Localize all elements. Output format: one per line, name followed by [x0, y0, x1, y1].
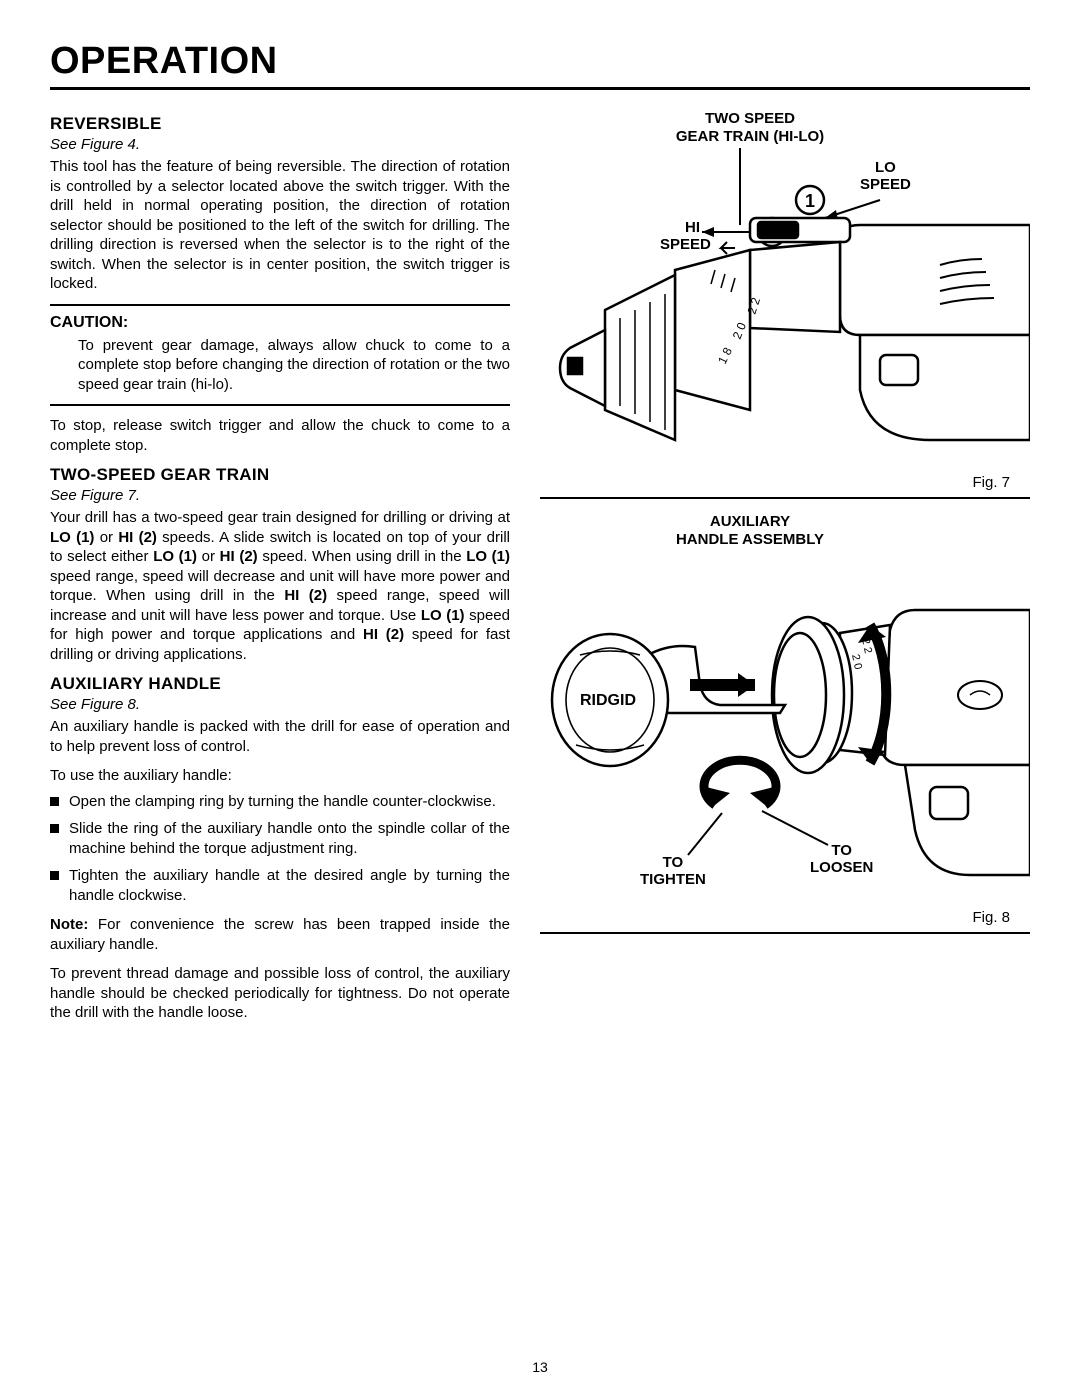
caution-body: To prevent gear damage, always allow chu… — [50, 336, 510, 395]
list-item-text: Tighten the auxiliary handle at the desi… — [69, 866, 510, 905]
fig8-brand: RIDGID — [580, 692, 636, 709]
fig7-num1: 1 — [805, 191, 815, 211]
page-number: 13 — [0, 1359, 1080, 1375]
see-figure-4: See Figure 4. — [50, 136, 510, 153]
fig8-title: AUXILIARY HANDLE ASSEMBLY — [640, 513, 860, 549]
content-columns: REVERSIBLE See Figure 4. This tool has t… — [50, 110, 1030, 1033]
aux-note: Note: For convenience the screw has been… — [50, 915, 510, 954]
list-item-text: Open the clamping ring by turning the ha… — [69, 792, 510, 812]
fig7-svg: 1 2 — [540, 110, 1030, 470]
heading-aux: AUXILIARY HANDLE — [50, 674, 510, 694]
fig8-svg: RIDGID 2 0 2 2 — [540, 555, 1030, 905]
list-item: Tighten the auxiliary handle at the desi… — [50, 866, 510, 905]
page-title: OPERATION — [50, 40, 1030, 90]
divider — [540, 932, 1030, 934]
right-column: TWO SPEED GEAR TRAIN (HI-LO) LOSPEED HIS… — [540, 110, 1030, 1033]
aux-warn: To prevent thread damage and possible lo… — [50, 964, 510, 1023]
heading-twospeed: TWO-SPEED GEAR TRAIN — [50, 465, 510, 485]
see-figure-8: See Figure 8. — [50, 696, 510, 713]
fig7-caption: Fig. 7 — [540, 474, 1030, 491]
divider — [540, 497, 1030, 499]
caution-heading: CAUTION: — [50, 314, 510, 332]
bullet-icon — [50, 871, 59, 880]
bullet-icon — [50, 824, 59, 833]
list-item: Open the clamping ring by turning the ha… — [50, 792, 510, 812]
figure-8: TOTIGHTEN TOLOOSEN — [540, 555, 1030, 905]
see-figure-7: See Figure 7. — [50, 487, 510, 504]
figure-7: TWO SPEED GEAR TRAIN (HI-LO) LOSPEED HIS… — [540, 110, 1030, 470]
fig8-caption: Fig. 8 — [540, 909, 1030, 926]
aux-intro: An auxiliary handle is packed with the d… — [50, 717, 510, 756]
bullet-icon — [50, 797, 59, 806]
left-column: REVERSIBLE See Figure 4. This tool has t… — [50, 110, 510, 1033]
stop-text: To stop, release switch trigger and allo… — [50, 416, 510, 455]
heading-reversible: REVERSIBLE — [50, 114, 510, 134]
aux-lead: To use the auxiliary handle: — [50, 766, 510, 786]
twospeed-body: Your drill has a two-speed gear train de… — [50, 508, 510, 664]
caution-box: CAUTION: To prevent gear damage, always … — [50, 304, 510, 407]
reversible-body: This tool has the feature of being rever… — [50, 157, 510, 294]
list-item: Slide the ring of the auxiliary handle o… — [50, 819, 510, 858]
aux-list: Open the clamping ring by turning the ha… — [50, 792, 510, 906]
list-item-text: Slide the ring of the auxiliary handle o… — [69, 819, 510, 858]
